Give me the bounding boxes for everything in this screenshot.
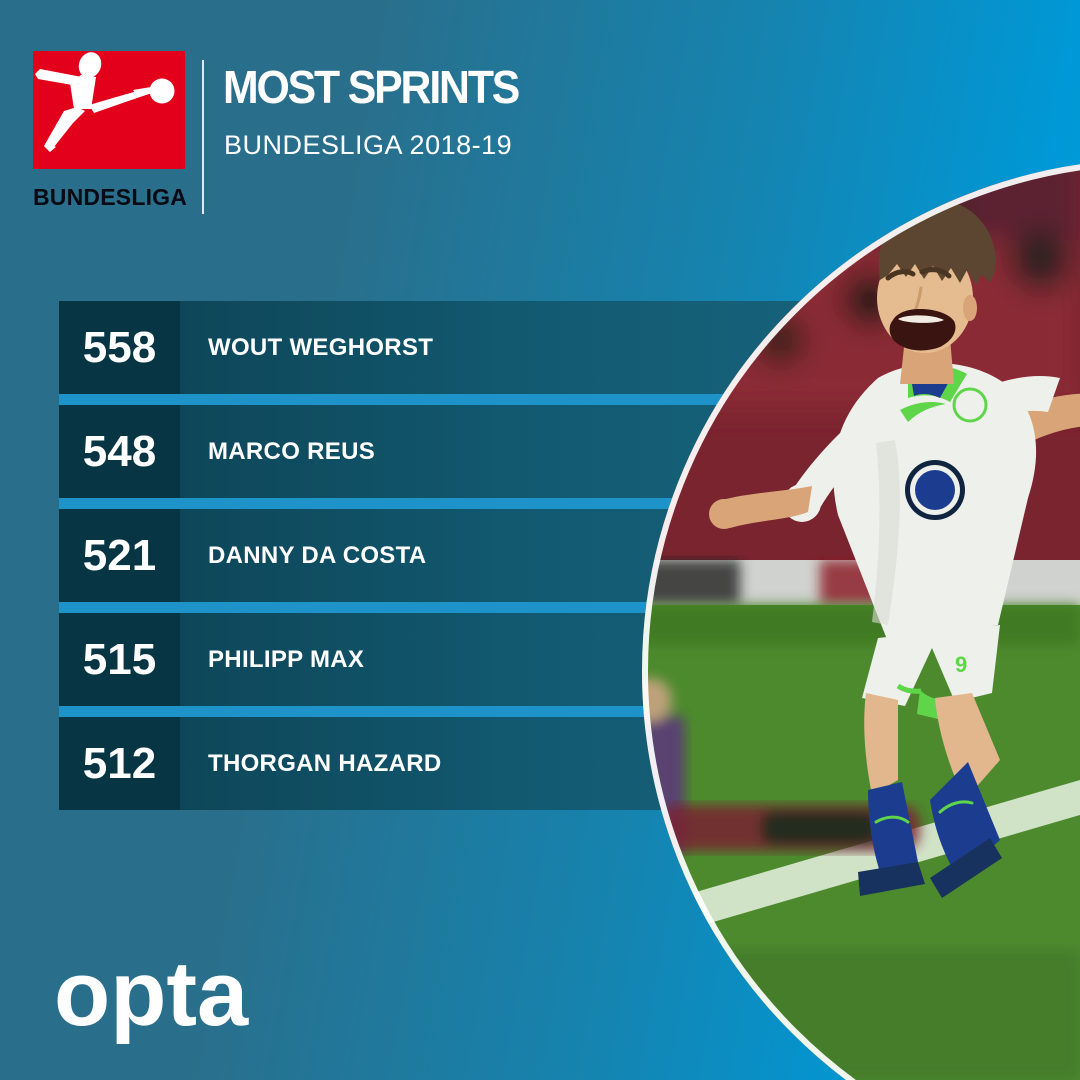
svg-text:9: 9 <box>955 652 967 677</box>
